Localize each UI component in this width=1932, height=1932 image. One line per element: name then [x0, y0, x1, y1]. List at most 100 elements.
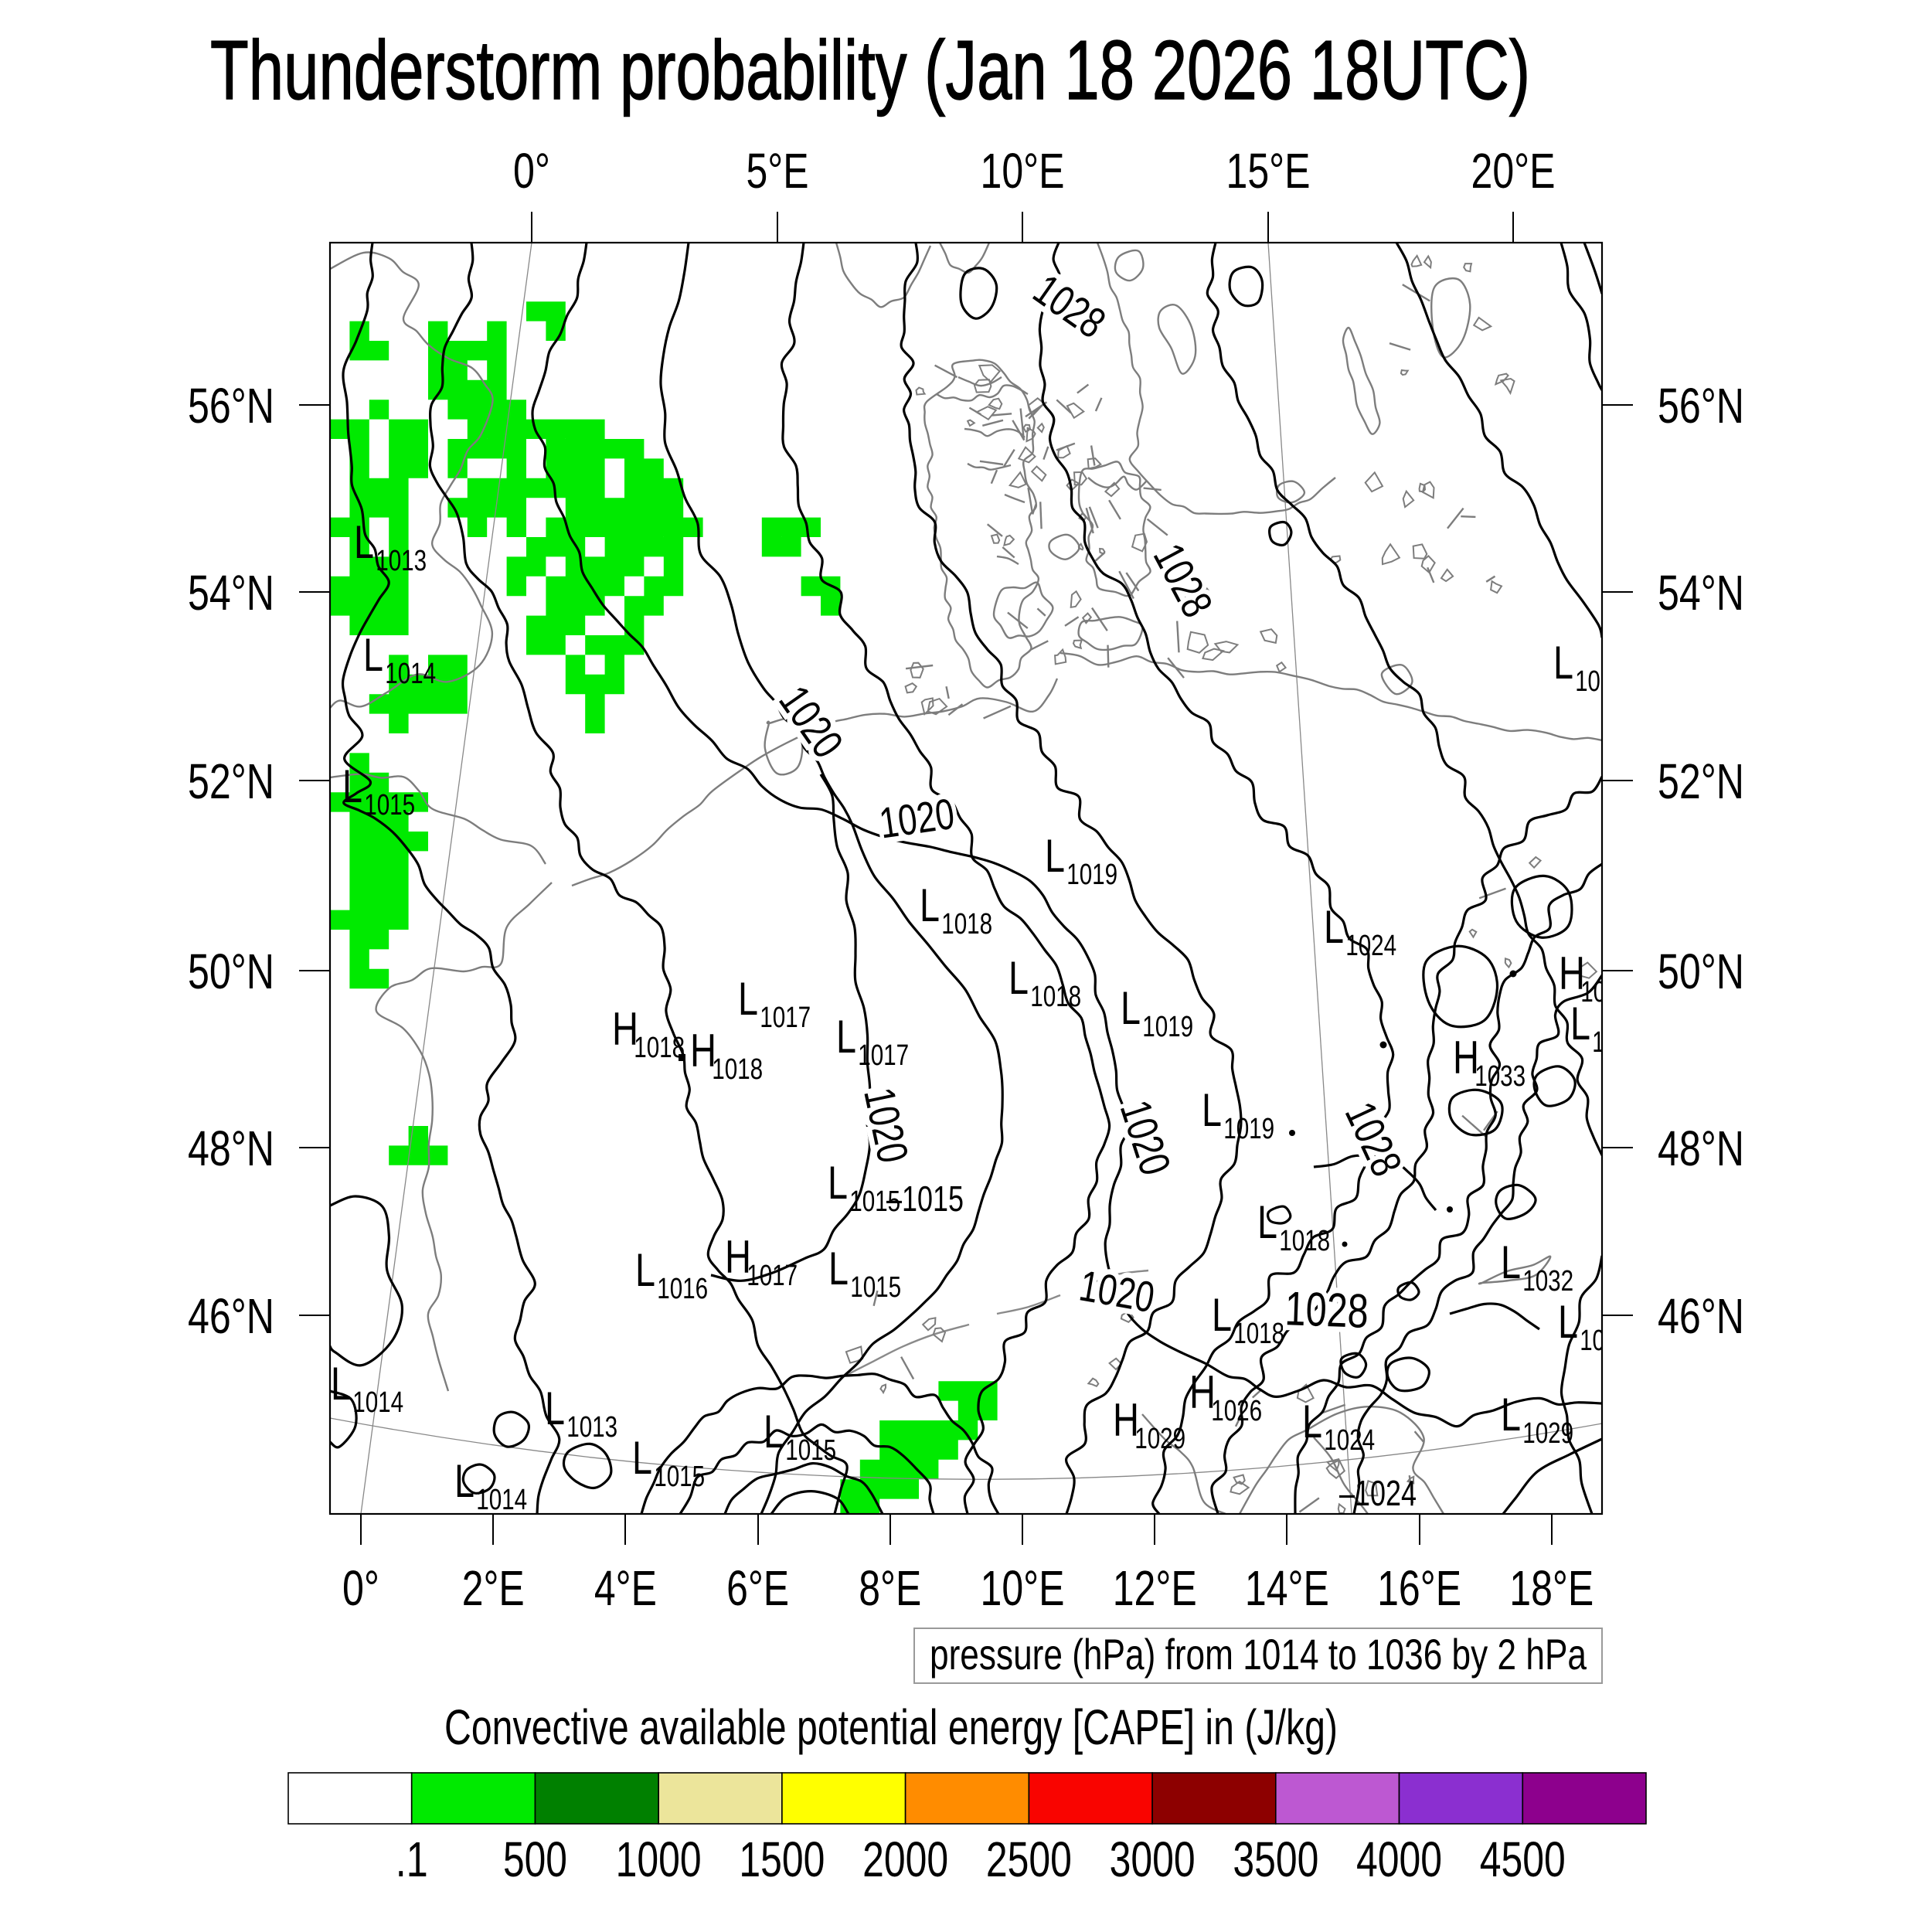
svg-text:L: L	[764, 1406, 784, 1458]
svg-text:12°E: 12°E	[1113, 1560, 1197, 1616]
svg-text:2000: 2000	[862, 1832, 948, 1887]
svg-text:L: L	[1121, 982, 1141, 1034]
svg-text:1026: 1026	[1211, 1395, 1262, 1427]
svg-text:5°E: 5°E	[747, 143, 809, 199]
svg-text:103: 103	[1580, 1325, 1617, 1357]
svg-text:H: H	[612, 1003, 638, 1055]
svg-text:1019: 1019	[1142, 1011, 1193, 1043]
svg-text:14°E: 14°E	[1245, 1560, 1329, 1616]
svg-text:18°E: 18°E	[1509, 1560, 1594, 1616]
svg-text:L: L	[363, 629, 383, 681]
svg-text:54°N: 54°N	[188, 565, 274, 621]
svg-text:1018: 1018	[1233, 1318, 1284, 1350]
svg-text:H: H	[725, 1231, 751, 1283]
svg-text:50°N: 50°N	[1658, 944, 1744, 999]
svg-text:.1: .1	[396, 1832, 428, 1887]
svg-text:L: L	[836, 1011, 856, 1063]
svg-text:1018: 1018	[634, 1032, 685, 1064]
svg-text:6°E: 6°E	[726, 1560, 789, 1616]
svg-text:L: L	[342, 760, 362, 812]
svg-text:1000: 1000	[616, 1832, 702, 1887]
svg-text:1018: 1018	[1279, 1225, 1330, 1257]
svg-text:4000: 4000	[1356, 1832, 1442, 1887]
svg-text:1014: 1014	[352, 1386, 403, 1419]
svg-text:20°E: 20°E	[1471, 143, 1556, 199]
svg-text:H: H	[1559, 947, 1585, 999]
svg-text:48°N: 48°N	[188, 1121, 274, 1176]
svg-text:1014: 1014	[385, 658, 436, 690]
svg-text:1019: 1019	[1066, 859, 1117, 891]
svg-text:15°E: 15°E	[1226, 143, 1311, 199]
svg-text:1013: 1013	[566, 1411, 617, 1444]
svg-text:10: 10	[1580, 976, 1606, 1009]
svg-text:L: L	[1009, 952, 1029, 1004]
svg-text:1029: 1029	[1522, 1417, 1573, 1450]
svg-text:54°N: 54°N	[1658, 565, 1744, 621]
svg-text:L: L	[1212, 1289, 1232, 1341]
svg-text:56°N: 56°N	[188, 378, 274, 434]
svg-text:52°N: 52°N	[188, 753, 274, 809]
svg-text:4500: 4500	[1480, 1832, 1566, 1887]
svg-text:L: L	[545, 1383, 565, 1434]
svg-text:L: L	[1570, 998, 1590, 1049]
svg-text:1017: 1017	[858, 1039, 909, 1072]
svg-text:50°N: 50°N	[188, 944, 274, 999]
svg-text:1017: 1017	[760, 1002, 811, 1034]
svg-text:500: 500	[503, 1832, 567, 1887]
svg-text:L: L	[1257, 1196, 1277, 1248]
svg-text:48°N: 48°N	[1658, 1121, 1744, 1176]
svg-text:L: L	[1558, 1296, 1578, 1348]
svg-text:4°E: 4°E	[594, 1560, 657, 1616]
svg-text:L: L	[1302, 1396, 1322, 1447]
svg-text:52°N: 52°N	[1658, 753, 1744, 809]
svg-text:Thunderstorm probability (Jan: Thunderstorm probability (Jan 18 2026 18…	[210, 23, 1530, 117]
svg-text:L: L	[920, 879, 940, 931]
svg-text:1033: 1033	[1475, 1060, 1526, 1093]
svg-text:1: 1	[1592, 1026, 1604, 1059]
svg-text:46°N: 46°N	[1658, 1288, 1744, 1344]
svg-text:L: L	[1501, 1389, 1521, 1440]
svg-text:56°N: 56°N	[1658, 378, 1744, 434]
svg-text:–1024: –1024	[1339, 1473, 1417, 1513]
svg-text:3500: 3500	[1233, 1832, 1318, 1887]
svg-text:L: L	[454, 1455, 474, 1507]
svg-text:1016: 1016	[657, 1273, 708, 1305]
svg-text:2°E: 2°E	[462, 1560, 525, 1616]
svg-text:H: H	[1113, 1394, 1139, 1446]
svg-text:1018: 1018	[712, 1053, 763, 1086]
svg-text:1015: 1015	[364, 789, 415, 821]
svg-text:L: L	[635, 1244, 655, 1296]
svg-text:1017: 1017	[747, 1260, 798, 1292]
svg-text:L: L	[828, 1243, 849, 1294]
svg-text:10°E: 10°E	[981, 143, 1065, 199]
svg-text:1024: 1024	[1324, 1424, 1375, 1457]
svg-text:1019: 1019	[1223, 1113, 1274, 1145]
svg-text:H: H	[1453, 1032, 1479, 1083]
svg-text:L: L	[828, 1157, 848, 1209]
svg-text:10°E: 10°E	[981, 1560, 1065, 1616]
svg-text:L: L	[1501, 1236, 1521, 1288]
svg-text:L: L	[331, 1358, 351, 1410]
svg-text:1029: 1029	[1134, 1423, 1185, 1455]
svg-text:L: L	[1324, 901, 1344, 953]
svg-text:1015: 1015	[785, 1434, 836, 1467]
svg-text:L: L	[1553, 637, 1573, 689]
svg-text:1014: 1014	[476, 1484, 527, 1516]
svg-text:0°: 0°	[342, 1560, 379, 1616]
svg-text:1018: 1018	[941, 908, 992, 940]
svg-text:H: H	[690, 1025, 716, 1077]
svg-text:1500: 1500	[739, 1832, 825, 1887]
svg-text:L: L	[738, 973, 758, 1025]
svg-text:0°: 0°	[513, 143, 550, 199]
svg-text:3000: 3000	[1110, 1832, 1196, 1887]
svg-text:1020: 1020	[876, 789, 957, 848]
svg-text:H: H	[1189, 1366, 1216, 1418]
svg-text:1032: 1032	[1522, 1265, 1573, 1298]
svg-text:2500: 2500	[986, 1832, 1072, 1887]
svg-text:1024: 1024	[1345, 930, 1396, 962]
svg-text:1015: 1015	[654, 1461, 705, 1493]
svg-text:L: L	[354, 516, 374, 568]
svg-text:L: L	[632, 1432, 652, 1484]
svg-text:–1015: –1015	[886, 1179, 964, 1219]
svg-text:Convective available potential: Convective available potential energy [C…	[444, 1699, 1338, 1755]
